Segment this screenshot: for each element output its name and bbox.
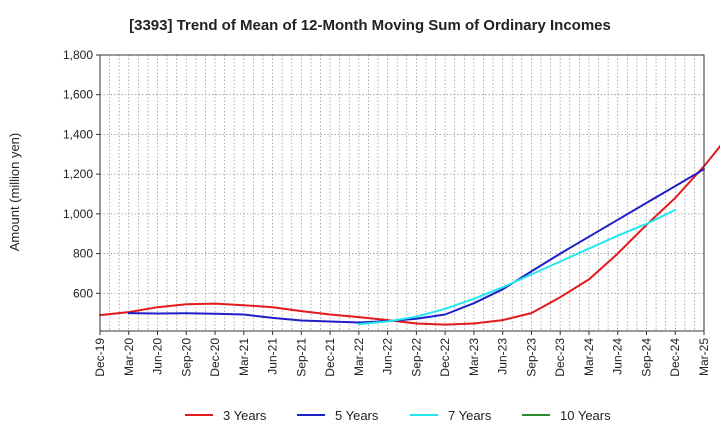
x-tick-label: Sep-23 bbox=[524, 338, 538, 377]
x-tick-label: Sep-20 bbox=[179, 338, 193, 377]
y-axis-ticks: 600 800 1,000 1,200 1,400 1,600 1,800 bbox=[63, 48, 100, 300]
x-tick-label: Sep-24 bbox=[639, 338, 653, 377]
legend-label-10-years: 10 Years bbox=[560, 408, 611, 423]
y-tick-label: 1,600 bbox=[63, 88, 93, 102]
x-tick-label: Dec-20 bbox=[208, 338, 222, 377]
x-tick-label: Dec-19 bbox=[93, 338, 107, 377]
x-tick-label: Mar-22 bbox=[352, 338, 366, 376]
x-tick-label: Sep-22 bbox=[409, 338, 423, 377]
x-tick-label: Mar-21 bbox=[237, 338, 251, 376]
x-tick-label: Sep-21 bbox=[294, 338, 308, 377]
x-tick-label: Jun-22 bbox=[381, 338, 395, 375]
y-tick-label: 1,200 bbox=[63, 167, 93, 181]
chart-title: [3393] Trend of Mean of 12-Month Moving … bbox=[129, 17, 611, 34]
legend-label-3-years: 3 Years bbox=[223, 408, 267, 423]
legend: 3 Years 5 Years 7 Years 10 Years bbox=[185, 408, 611, 423]
y-tick-label: 1,000 bbox=[63, 207, 93, 221]
grid-lines bbox=[100, 55, 704, 331]
x-tick-label: Mar-20 bbox=[122, 338, 136, 376]
y-tick-label: 1,400 bbox=[63, 127, 93, 141]
y-tick-label: 600 bbox=[73, 286, 93, 300]
x-tick-label: Jun-21 bbox=[266, 338, 280, 375]
series-lines bbox=[99, 144, 720, 326]
x-tick-label: Mar-23 bbox=[467, 338, 481, 376]
x-tick-label: Dec-21 bbox=[323, 338, 337, 377]
x-tick-label: Jun-20 bbox=[151, 338, 165, 375]
series-line-3-years bbox=[99, 144, 720, 326]
plot-area bbox=[99, 54, 705, 332]
y-axis-label: Amount (million yen) bbox=[7, 133, 22, 252]
x-tick-label: Jun-23 bbox=[496, 338, 510, 375]
series-line-5-years bbox=[127, 168, 705, 324]
x-axis-ticks: Dec-19 Mar-20 Jun-20 Sep-20 Dec-20 Mar-21 Jun-… bbox=[93, 331, 711, 377]
x-tick-label: Mar-24 bbox=[582, 338, 596, 376]
x-tick-label: Dec-22 bbox=[438, 338, 452, 377]
x-tick-label: Jun-24 bbox=[611, 338, 625, 375]
legend-label-7-years: 7 Years bbox=[448, 408, 492, 423]
x-tick-label: Mar-25 bbox=[697, 338, 711, 376]
x-tick-label: Dec-23 bbox=[553, 338, 567, 377]
legend-label-5-years: 5 Years bbox=[335, 408, 379, 423]
y-tick-label: 800 bbox=[73, 247, 93, 261]
y-tick-label: 1,800 bbox=[63, 48, 93, 62]
series-line-7-years bbox=[357, 208, 677, 326]
x-tick-label: Dec-24 bbox=[668, 338, 682, 377]
